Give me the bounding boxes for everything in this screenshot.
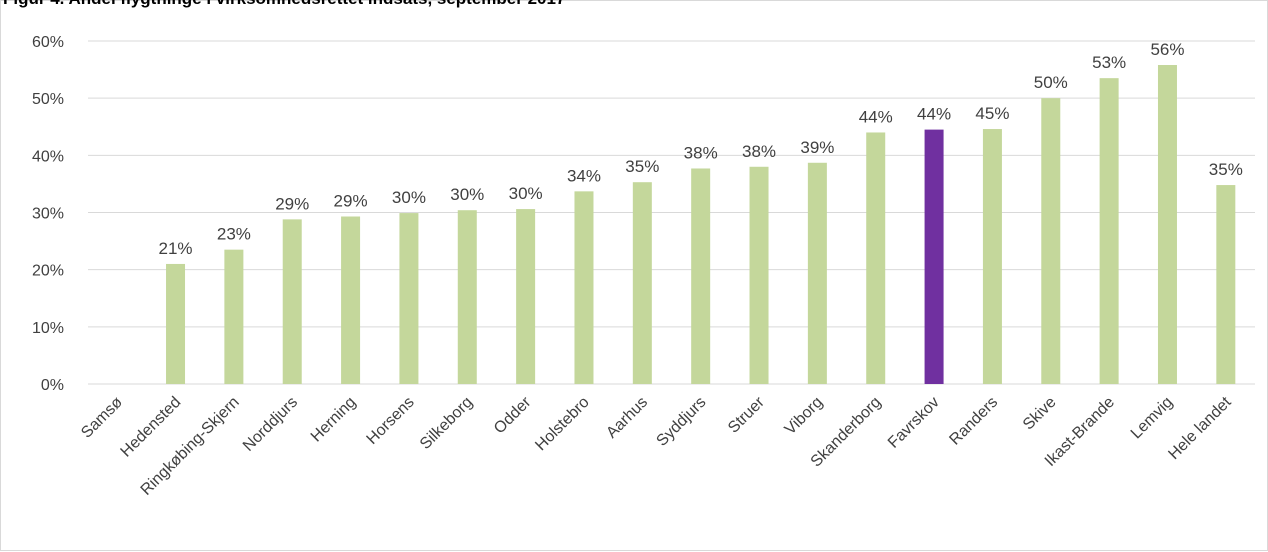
data-label: 39% (800, 138, 834, 157)
category-label: Skive (1020, 394, 1060, 434)
data-label: 50% (1034, 73, 1068, 92)
bars (166, 65, 1236, 385)
category-label: Favrskov (885, 394, 943, 452)
category-label: Ringkøbing-Skjern (138, 394, 243, 499)
y-tick-label: 20% (32, 263, 64, 280)
category-label: Syddjurs (653, 394, 709, 450)
y-tick-label: 0% (41, 377, 64, 394)
data-label: 21% (159, 239, 193, 258)
category-label: Lemvig (1128, 394, 1176, 442)
bar (399, 213, 419, 384)
data-label: 38% (684, 143, 718, 162)
category-label: Aarhus (603, 394, 651, 442)
category-label: Odder (491, 393, 535, 437)
bar (166, 263, 186, 384)
category-label: Norddjurs (240, 394, 301, 455)
bar (341, 216, 361, 384)
category-label: Struer (725, 393, 768, 436)
bar (1041, 98, 1061, 385)
category-labels: SamsøHedenstedRingkøbing-SkjernNorddjurs… (78, 393, 1235, 499)
category-label: Horsens (364, 394, 418, 448)
y-tick-label: 30% (32, 206, 64, 223)
data-label: 35% (1209, 160, 1243, 179)
data-label: 35% (625, 157, 659, 176)
y-tick-label: 40% (32, 148, 64, 165)
data-label: 30% (509, 184, 543, 203)
bar (807, 162, 827, 384)
data-label: 34% (567, 166, 601, 185)
bar (749, 166, 769, 384)
bar (691, 168, 711, 384)
bar (1216, 185, 1236, 384)
data-label: 23% (217, 225, 251, 244)
chart-title: Figur 4. Andel flygtninge i virksomhedsr… (3, 0, 565, 9)
bar (866, 132, 886, 384)
y-axis-ticks: 0% 10% 20% 30% 40% 50% 60% (32, 34, 64, 394)
category-label: Silkeborg (417, 394, 476, 453)
gridlines (88, 40, 1255, 385)
data-label: 44% (917, 105, 951, 124)
data-label: 38% (742, 142, 776, 161)
category-label: Herning (308, 394, 360, 446)
data-label: 29% (275, 194, 309, 213)
bar (224, 249, 244, 384)
category-label: Randers (946, 394, 1001, 449)
bar (1099, 78, 1119, 385)
bar (632, 182, 652, 384)
data-label: 30% (392, 188, 426, 207)
data-label: 29% (334, 192, 368, 211)
bar (516, 209, 536, 384)
bar (457, 210, 477, 384)
category-label: Viborg (782, 394, 827, 439)
data-labels: 21% 23% 29% 29% 30% 30% 30% 34% 35% 38% 38% 39% 44% 4… (159, 40, 1243, 258)
data-label: 30% (450, 185, 484, 204)
category-label: Samsø (78, 394, 126, 442)
bar (282, 219, 302, 384)
y-tick-label: 60% (32, 34, 64, 51)
data-label: 44% (859, 107, 893, 126)
y-tick-label: 10% (32, 320, 64, 337)
y-tick-label: 50% (32, 91, 64, 108)
category-label: Hele landet (1165, 393, 1235, 463)
data-label: 53% (1092, 53, 1126, 72)
category-label: Holstebro (532, 394, 593, 455)
data-label: 45% (975, 104, 1009, 123)
bar (982, 129, 1002, 384)
bar (924, 129, 944, 384)
bar (574, 191, 594, 384)
bar (1157, 65, 1177, 384)
data-label: 56% (1150, 40, 1184, 59)
